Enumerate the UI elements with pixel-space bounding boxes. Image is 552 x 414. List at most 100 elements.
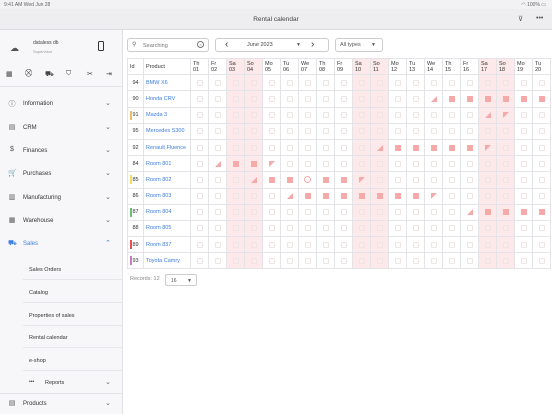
day-cell[interactable] [262, 219, 281, 238]
day-cell[interactable] [244, 236, 263, 254]
day-cell[interactable] [208, 187, 227, 205]
day-cell[interactable] [442, 122, 461, 140]
cloud-icon[interactable]: ☁ [10, 43, 19, 53]
product-link[interactable]: Toyota Camry [143, 252, 191, 270]
day-cell[interactable] [190, 219, 209, 238]
day-cell[interactable] [460, 187, 479, 205]
day-cell[interactable] [352, 74, 371, 92]
product-link[interactable]: Room 802 [143, 171, 191, 189]
day-cell[interactable] [388, 187, 407, 205]
day-cell[interactable] [262, 171, 281, 189]
day-cell[interactable] [514, 90, 533, 108]
menu-item-purchases[interactable]: 🛒 Purchases ⌄ [0, 167, 123, 181]
day-cell[interactable] [244, 90, 263, 108]
day-cell[interactable] [496, 236, 515, 254]
day-cell[interactable] [298, 106, 317, 124]
day-cell[interactable] [280, 138, 299, 157]
day-cell[interactable] [388, 171, 407, 189]
day-cell[interactable] [316, 155, 335, 173]
product-link[interactable]: Renault Fluence [143, 138, 191, 157]
day-cell[interactable] [424, 203, 443, 221]
day-cell[interactable] [496, 203, 515, 221]
day-cell[interactable] [388, 219, 407, 238]
day-cell[interactable] [460, 236, 479, 254]
product-link[interactable]: Room 805 [143, 219, 191, 238]
day-cell[interactable] [460, 155, 479, 173]
day-cell[interactable] [406, 236, 425, 254]
day-cell[interactable] [370, 219, 389, 238]
day-cell[interactable] [298, 155, 317, 173]
day-cell[interactable] [514, 187, 533, 205]
day-cell[interactable] [478, 252, 497, 270]
day-cell[interactable] [208, 219, 227, 238]
more-icon[interactable]: ••• [536, 15, 544, 22]
day-cell[interactable] [262, 155, 281, 173]
product-link[interactable]: Honda CRV [143, 90, 191, 108]
day-cell[interactable] [244, 219, 263, 238]
submenu-catalog[interactable]: Catalog [23, 283, 123, 303]
day-cell[interactable] [478, 219, 497, 238]
day-cell[interactable] [352, 90, 371, 108]
page-size-select[interactable]: 16 ▼ [165, 274, 197, 286]
day-cell[interactable] [388, 122, 407, 140]
day-cell[interactable] [208, 203, 227, 221]
day-cell[interactable] [316, 74, 335, 92]
day-cell[interactable] [352, 187, 371, 205]
day-cell[interactable] [244, 74, 263, 92]
day-cell[interactable] [298, 252, 317, 270]
day-cell[interactable] [514, 155, 533, 173]
submenu-sales-orders[interactable]: Sales Orders [23, 260, 123, 280]
month-label[interactable]: June 2023 [247, 42, 273, 48]
day-cell[interactable] [352, 171, 371, 189]
product-link[interactable]: Room 804 [143, 203, 191, 221]
day-cell[interactable] [298, 236, 317, 254]
day-cell[interactable] [316, 138, 335, 157]
day-cell[interactable] [208, 74, 227, 92]
day-cell[interactable] [496, 219, 515, 238]
day-cell[interactable] [496, 106, 515, 124]
day-cell[interactable] [334, 219, 353, 238]
day-cell[interactable] [532, 236, 551, 254]
day-cell[interactable] [496, 155, 515, 173]
day-cell[interactable] [460, 219, 479, 238]
scissors-icon[interactable]: ✂ [87, 71, 93, 78]
day-cell[interactable] [208, 236, 227, 254]
day-cell[interactable] [424, 106, 443, 124]
day-cell[interactable] [442, 236, 461, 254]
day-cell[interactable] [442, 138, 461, 157]
filter-icon[interactable]: ⊽ [518, 16, 524, 23]
day-cell[interactable] [190, 203, 209, 221]
menu-item-information[interactable]: ⓘ Information ⌄ [0, 97, 123, 111]
day-cell[interactable] [388, 90, 407, 108]
product-link[interactable]: Mercedes S300 [143, 122, 191, 140]
day-cell[interactable] [316, 252, 335, 270]
day-cell[interactable] [370, 106, 389, 124]
device-icon[interactable] [98, 41, 104, 51]
day-cell[interactable] [244, 106, 263, 124]
day-cell[interactable] [190, 155, 209, 173]
day-cell[interactable] [298, 171, 317, 189]
day-cell[interactable] [370, 74, 389, 92]
menu-item-sales[interactable]: ⛟ Sales ⌃ [0, 237, 123, 251]
day-cell[interactable] [532, 106, 551, 124]
day-cell[interactable] [334, 203, 353, 221]
day-cell[interactable] [442, 219, 461, 238]
day-cell[interactable] [190, 122, 209, 140]
day-cell[interactable] [442, 252, 461, 270]
day-cell[interactable] [478, 90, 497, 108]
day-cell[interactable] [532, 138, 551, 157]
clear-icon[interactable]: × [197, 41, 204, 48]
day-cell[interactable] [316, 122, 335, 140]
chevron-down-icon[interactable]: ▼ [296, 42, 301, 48]
day-cell[interactable] [424, 171, 443, 189]
day-cell[interactable] [280, 171, 299, 189]
day-cell[interactable] [262, 187, 281, 205]
day-cell[interactable] [532, 187, 551, 205]
day-cell[interactable] [424, 90, 443, 108]
day-cell[interactable] [352, 219, 371, 238]
day-cell[interactable] [352, 252, 371, 270]
day-cell[interactable] [406, 155, 425, 173]
day-cell[interactable] [532, 252, 551, 270]
day-cell[interactable] [190, 236, 209, 254]
day-cell[interactable] [388, 155, 407, 173]
